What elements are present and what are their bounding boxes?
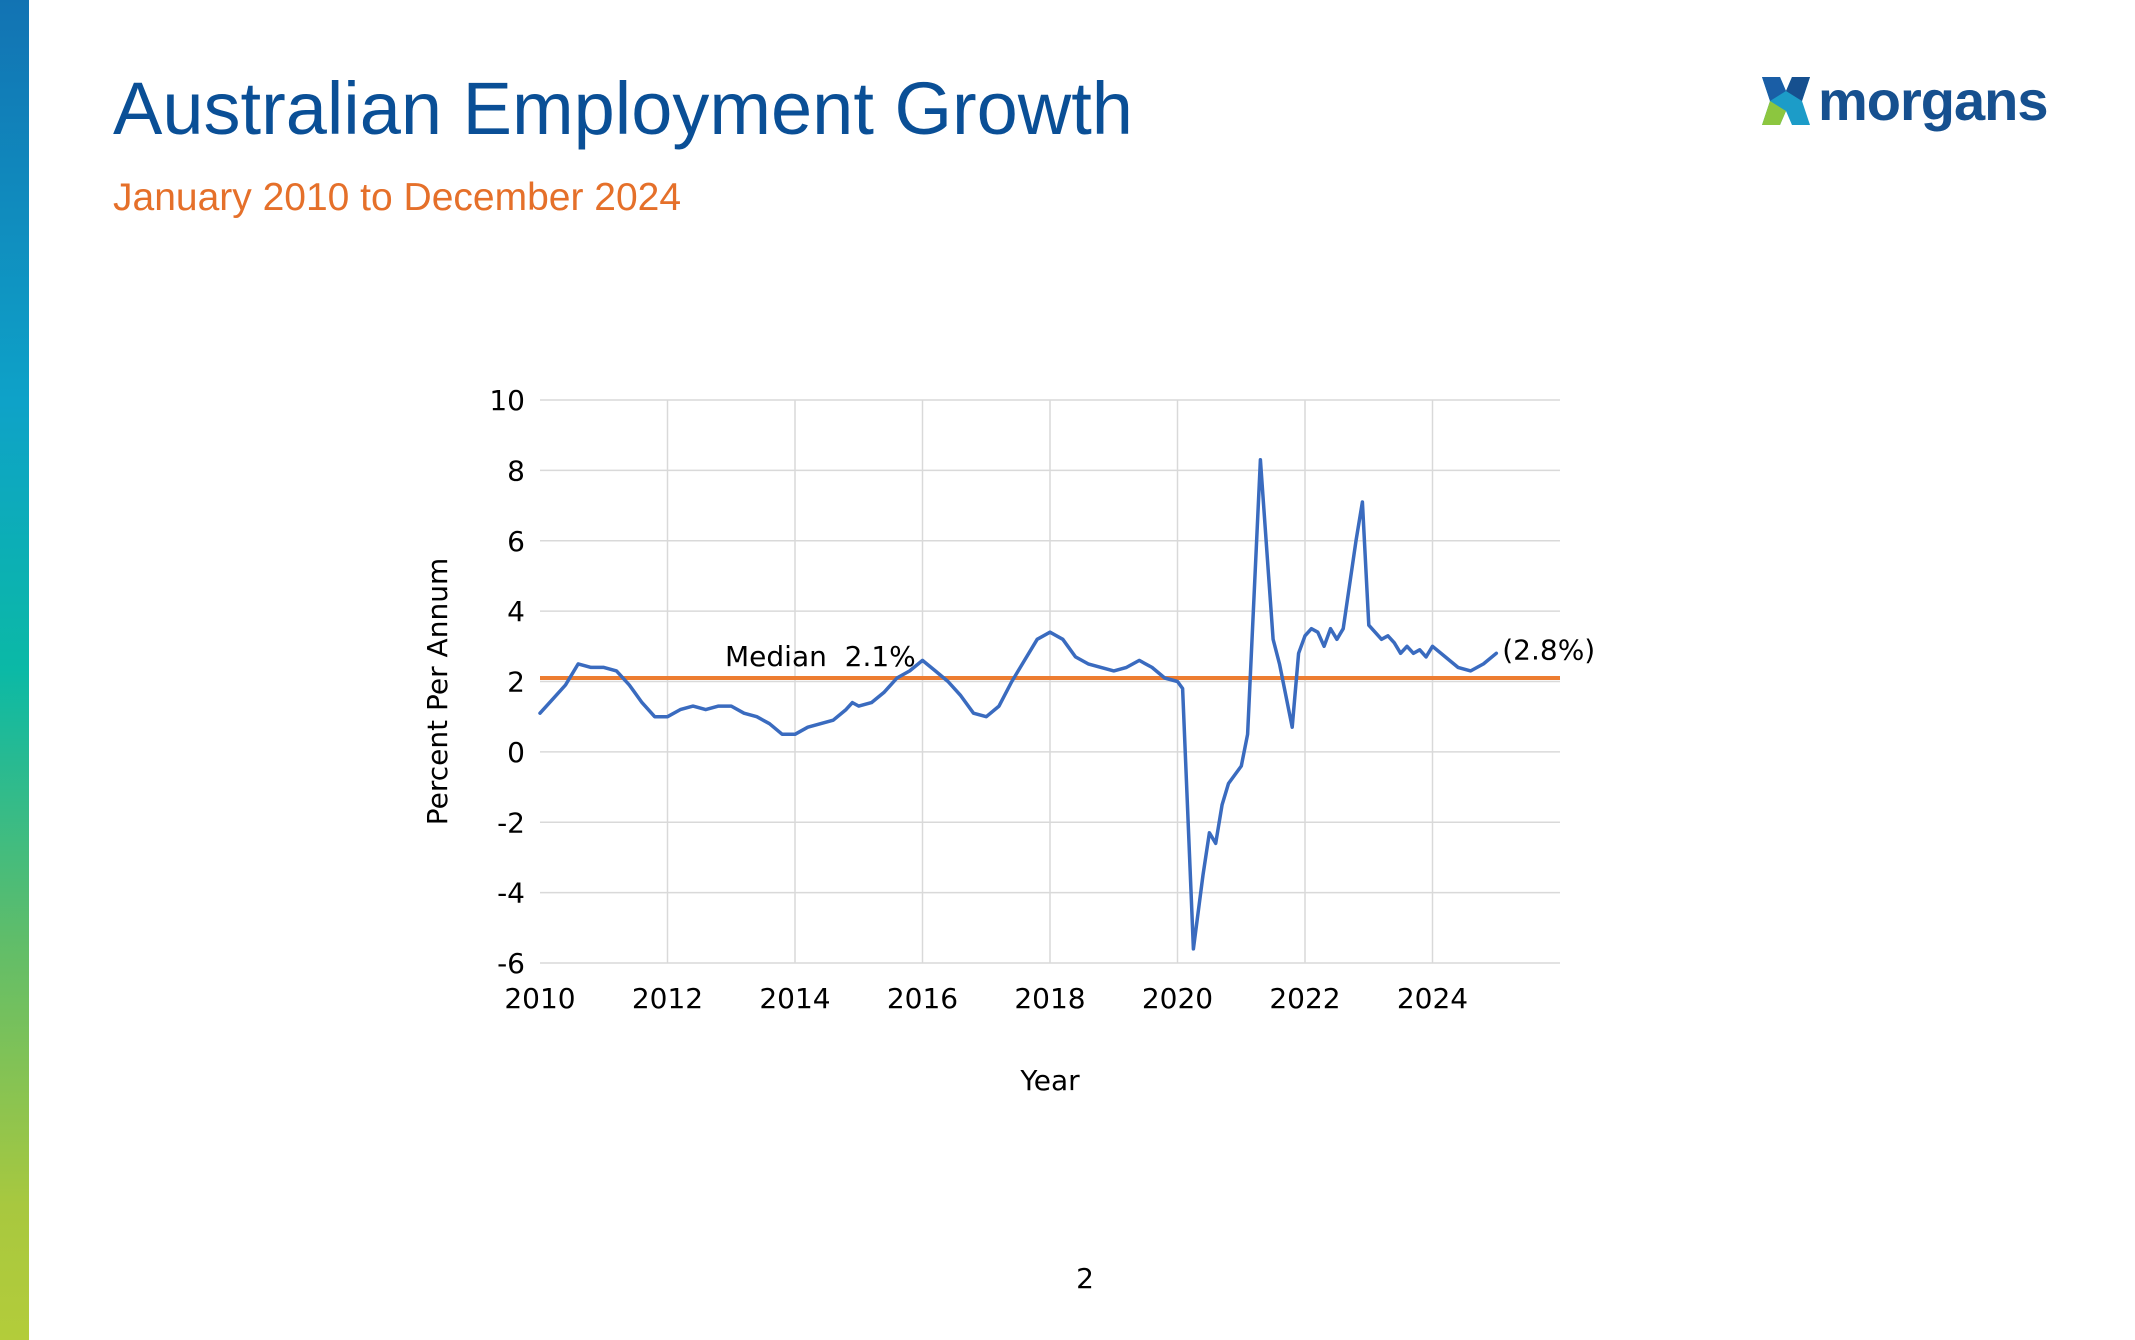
- series-line: [538, 458, 1499, 951]
- x-tick-label: 2024: [1397, 982, 1468, 1015]
- y-tick-label: 10: [489, 384, 525, 417]
- x-axis-title: Year: [1019, 1064, 1080, 1097]
- morgans-logo-mark-icon: [1762, 77, 1810, 125]
- x-tick-label: 2012: [632, 982, 703, 1015]
- x-tick-label: 2018: [1014, 982, 1085, 1015]
- y-tick-label: 0: [507, 736, 525, 769]
- x-tick-label: 2020: [1142, 982, 1213, 1015]
- y-tick-label: 8: [507, 454, 525, 487]
- x-tick-label: 2010: [504, 982, 575, 1015]
- y-tick-label: -6: [497, 947, 525, 980]
- x-tick-label: 2014: [759, 982, 830, 1015]
- y-axis-title: Percent Per Annum: [421, 558, 454, 825]
- morgans-logo-text: morgans: [1818, 69, 2048, 132]
- y-tick-label: 2: [507, 666, 525, 699]
- page-number: 2: [1076, 1262, 1094, 1295]
- end-value-label: (2.8%): [1502, 633, 1595, 666]
- y-tick-label: 4: [507, 595, 525, 628]
- y-tick-label: 6: [507, 525, 525, 558]
- morgans-logo: morgans: [1758, 66, 2048, 136]
- side-accent-bar: [0, 0, 29, 1340]
- y-tick-label: -2: [497, 806, 525, 839]
- median-label: Median 2.1%: [725, 640, 916, 673]
- x-tick-label: 2016: [887, 982, 958, 1015]
- x-tick-label: 2022: [1269, 982, 1340, 1015]
- page-subtitle: January 2010 to December 2024: [113, 176, 682, 219]
- page-title: Australian Employment Growth: [113, 67, 1133, 150]
- y-tick-label: -4: [497, 877, 525, 910]
